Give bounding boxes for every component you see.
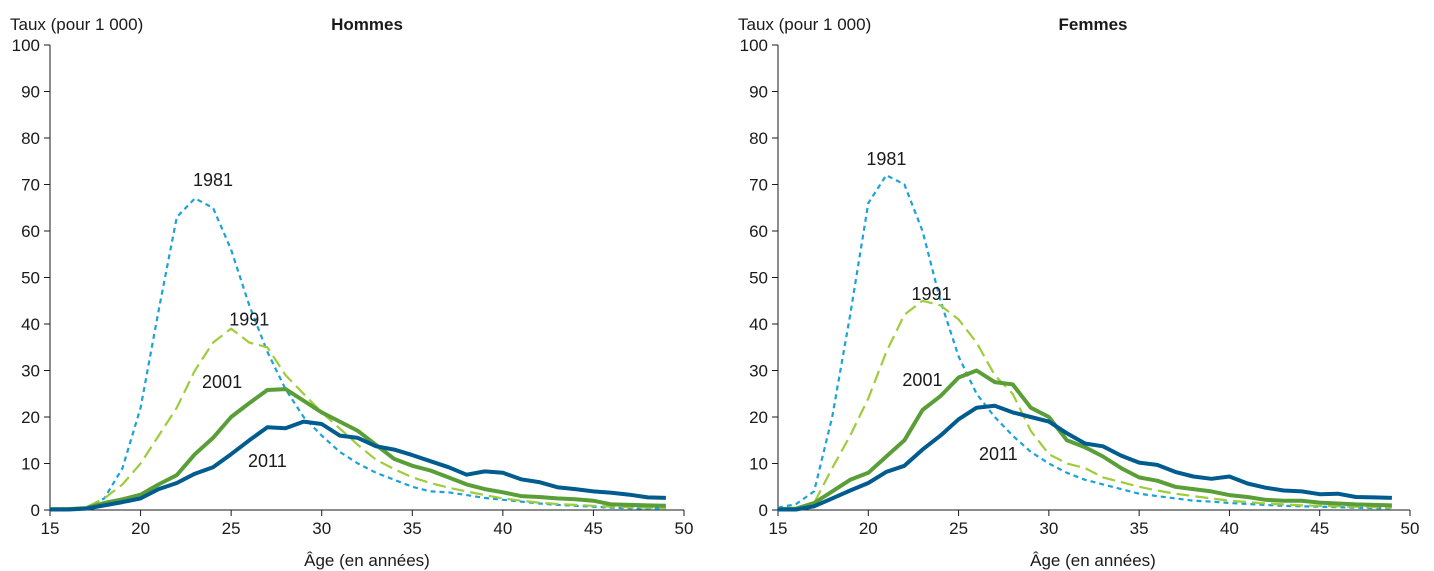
series-line-2011 (778, 406, 1392, 510)
y-axis-label: Taux (pour 1 000) (10, 15, 143, 34)
y-tick-label: 10 (749, 455, 768, 474)
series-line-1991 (50, 329, 666, 510)
y-tick-label: 0 (31, 501, 40, 520)
x-tick-label: 50 (1401, 519, 1420, 538)
x-tick-label: 50 (675, 519, 694, 538)
y-tick-label: 90 (749, 83, 768, 102)
series-label-2011: 2011 (248, 451, 287, 471)
y-tick-label: 70 (21, 176, 40, 195)
series-label-2001: 2001 (902, 370, 942, 390)
x-tick-label: 20 (859, 519, 878, 538)
y-tick-label: 50 (21, 269, 40, 288)
x-tick-label: 35 (403, 519, 422, 538)
x-tick-label: 35 (1130, 519, 1149, 538)
series-line-1991 (778, 301, 1392, 509)
y-tick-label: 0 (759, 501, 768, 520)
y-tick-label: 50 (749, 269, 768, 288)
y-tick-label: 90 (21, 83, 40, 102)
y-tick-label: 80 (749, 129, 768, 148)
x-axis-label: Âge (en années) (304, 551, 430, 570)
x-tick-label: 45 (584, 519, 603, 538)
x-tick-label: 40 (1220, 519, 1239, 538)
y-tick-label: 20 (749, 408, 768, 427)
series-line-2011 (50, 422, 666, 510)
series-label-1991: 1991 (911, 284, 951, 304)
chart-panel-hommes: Taux (pour 1 000) Hommes Âge (en années)… (10, 15, 693, 570)
series-line-1981 (778, 175, 1392, 508)
series-label-2011: 2011 (979, 444, 1018, 464)
series-line-1981 (50, 198, 666, 509)
x-tick-label: 15 (769, 519, 788, 538)
series-label-1981: 1981 (866, 149, 906, 169)
x-tick-label: 45 (1310, 519, 1329, 538)
x-tick-label: 20 (131, 519, 150, 538)
chart-panel-femmes: Taux (pour 1 000) Femmes Âge (en années)… (738, 15, 1419, 570)
x-tick-label: 15 (41, 519, 60, 538)
chart-title: Femmes (1059, 15, 1128, 34)
series-label-1981: 1981 (193, 170, 233, 190)
x-axis-label: Âge (en années) (1030, 551, 1156, 570)
series-label-1991: 1991 (229, 309, 269, 329)
y-tick-label: 30 (749, 362, 768, 381)
x-tick-label: 40 (493, 519, 512, 538)
series-line-2001 (50, 389, 666, 509)
y-axis-label: Taux (pour 1 000) (738, 15, 871, 34)
y-tick-label: 20 (21, 408, 40, 427)
y-tick-label: 10 (21, 455, 40, 474)
y-tick-label: 30 (21, 362, 40, 381)
y-tick-label: 70 (749, 176, 768, 195)
y-tick-label: 40 (21, 315, 40, 334)
y-tick-label: 60 (21, 222, 40, 241)
x-tick-label: 25 (222, 519, 241, 538)
chart-title: Hommes (331, 15, 403, 34)
x-tick-label: 30 (312, 519, 331, 538)
series-label-2001: 2001 (202, 372, 242, 392)
y-tick-label: 100 (12, 36, 40, 55)
y-tick-label: 100 (740, 36, 768, 55)
y-tick-label: 60 (749, 222, 768, 241)
x-tick-label: 25 (949, 519, 968, 538)
x-tick-label: 30 (1039, 519, 1058, 538)
y-tick-label: 40 (749, 315, 768, 334)
y-tick-label: 80 (21, 129, 40, 148)
